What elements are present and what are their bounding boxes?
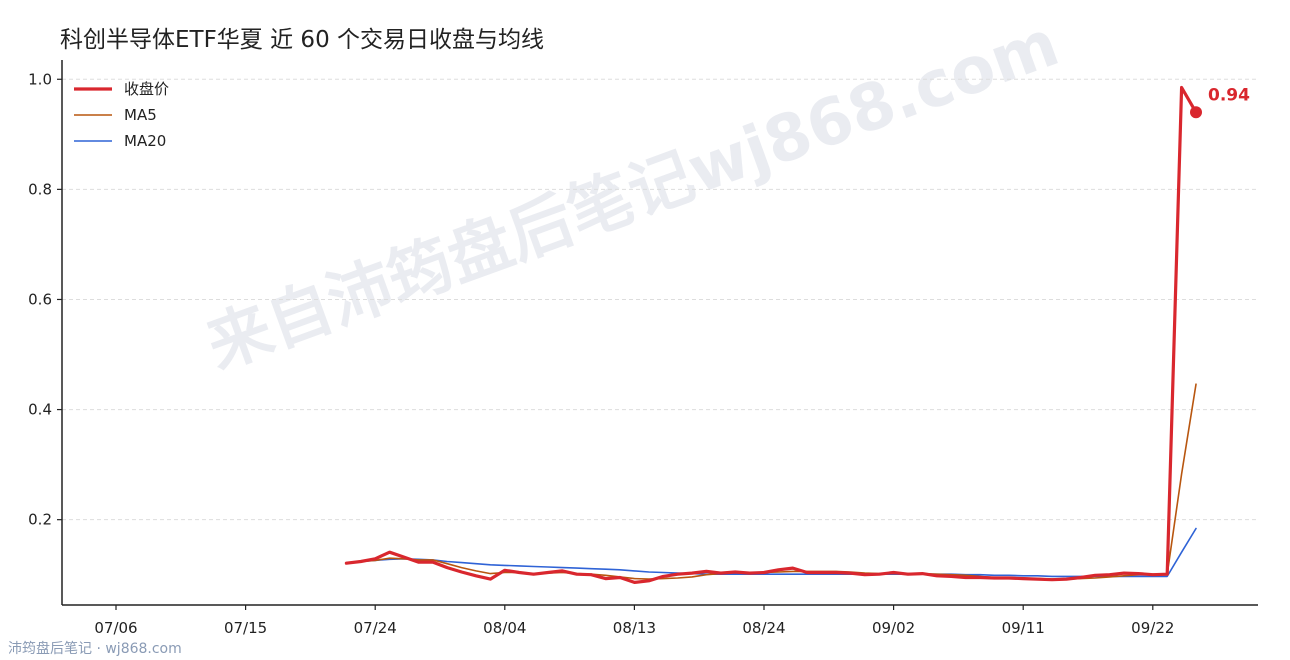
ma20-line bbox=[345, 527, 1197, 578]
close-price-line bbox=[344, 85, 1198, 585]
watermark-layer: 来自沛筠盘后笔记wj868.com bbox=[198, 7, 1069, 384]
x-tick-label: 08/04 bbox=[483, 619, 526, 637]
x-tick-label: 09/22 bbox=[1131, 619, 1174, 637]
x-tick-label: 07/06 bbox=[94, 619, 137, 637]
legend-label: MA5 bbox=[124, 106, 157, 124]
last-close-label: 0.94 bbox=[1208, 85, 1250, 105]
x-tick-label: 08/13 bbox=[613, 619, 656, 637]
watermark-text: 来自沛筠盘后笔记wj868.com bbox=[198, 7, 1069, 384]
y-tick-label: 0.6 bbox=[28, 290, 52, 308]
y-tick-label: 1.0 bbox=[28, 70, 52, 88]
x-tick-label: 09/11 bbox=[1002, 619, 1045, 637]
legend-label: MA20 bbox=[124, 132, 166, 150]
legend: 收盘价 MA5 MA20 bbox=[74, 80, 169, 150]
ma5-line bbox=[345, 383, 1197, 580]
chart-title: 科创半导体ETF华夏 近 60 个交易日收盘与均线 bbox=[60, 27, 545, 53]
axes: 0.2 0.4 0.6 0.8 1.0 07/06 07/15 07/24 08/04 08/13… bbox=[28, 60, 1258, 637]
y-tick-label: 0.8 bbox=[28, 180, 52, 198]
x-tick-label: 07/15 bbox=[224, 619, 267, 637]
legend-label: 收盘价 bbox=[124, 80, 169, 98]
y-tick-label: 0.4 bbox=[28, 401, 52, 419]
series-lines: 0.94 bbox=[344, 85, 1250, 585]
x-tick-label: 08/24 bbox=[742, 619, 785, 637]
y-tick-label: 0.2 bbox=[28, 511, 52, 529]
footer-credit: 沛筠盘后笔记 · wj868.com bbox=[8, 641, 182, 657]
x-tick-label: 07/24 bbox=[354, 619, 397, 637]
grid-lines bbox=[62, 78, 1258, 521]
x-tick-label: 09/02 bbox=[872, 619, 915, 637]
last-close-point bbox=[1190, 106, 1202, 119]
